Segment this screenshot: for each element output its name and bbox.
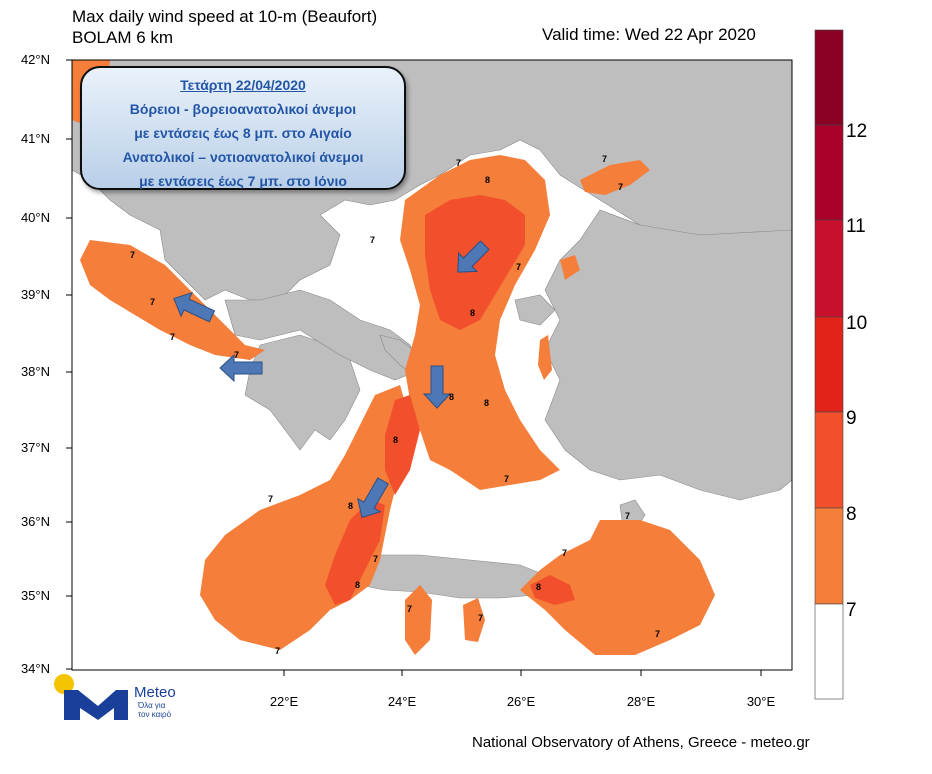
bf7-crete-south-2: [463, 598, 485, 642]
colorbar-label: 7: [846, 600, 857, 621]
wind-arrow-ionian-south: [219, 353, 263, 383]
lon-label: 30°E: [746, 694, 776, 709]
info-box-line-3: Ανατολικοί – νοτιοανατολικοί άνεμοι: [122, 149, 364, 165]
lat-label: 42°N: [20, 52, 50, 67]
contour-label-7: 7: [373, 554, 378, 564]
map-frame: [71, 59, 793, 671]
colorbar-segment-below: [814, 603, 844, 700]
info-box-date: Τετάρτη 22/04/2020: [180, 77, 306, 93]
contour-label-8: 8: [449, 392, 454, 402]
meteo-logo: [54, 674, 128, 720]
colorbar-segment-12: [814, 29, 844, 126]
contour-label-8: 8: [348, 501, 353, 511]
logo-tagline: Όλα για τον καιρό: [138, 701, 171, 719]
contour-label-7: 7: [234, 350, 239, 360]
contour-label-7: 7: [170, 332, 175, 342]
land-lesvos: [514, 294, 556, 326]
bf8-central-aegean: [385, 395, 420, 495]
lat-label: 41°N: [20, 131, 50, 146]
lat-label: 37°N: [20, 440, 50, 455]
lon-label: 28°E: [626, 694, 656, 709]
lat-label: 34°N: [20, 661, 50, 676]
forecast-info-box: Τετάρτη 22/04/2020 Βόρειοι - βορειοανατο…: [80, 66, 406, 190]
contour-label-8: 8: [355, 580, 360, 590]
logo-tagline-2: τον καιρό: [138, 710, 172, 719]
contour-label-7: 7: [275, 646, 280, 656]
colorbar-label: 10: [846, 313, 868, 334]
contour-label-7: 7: [618, 182, 623, 192]
wind-arrows: [173, 240, 490, 518]
bf7-ionian: [80, 240, 265, 360]
bf8-areas: [325, 195, 575, 605]
contour-label-8: 8: [393, 435, 398, 445]
contour-label-7: 7: [504, 474, 509, 484]
contour-label-7: 7: [130, 250, 135, 260]
colorbar-label: 8: [846, 504, 857, 525]
lon-label: 24°E: [387, 694, 417, 709]
contour-label-7: 7: [370, 235, 375, 245]
contour-label-7: 7: [456, 158, 461, 168]
contour-label-8: 8: [470, 308, 475, 318]
contour-label-8: 8: [484, 398, 489, 408]
bf7-southeast: [520, 520, 715, 655]
contour-label-7: 7: [478, 613, 483, 623]
bf7-east-strip-1: [538, 335, 552, 380]
colorbar-segment-7: [814, 507, 844, 605]
colorbar-segment-11: [814, 124, 844, 221]
wind-arrow-south-aegean: [356, 477, 389, 518]
contour-label-7: 7: [562, 548, 567, 558]
bf8-east-crete: [530, 575, 575, 605]
bf8-south-aegean: [325, 500, 385, 605]
bf7-east-strip-2: [560, 255, 580, 280]
title-line-2: BOLAM 6 km: [72, 28, 174, 47]
colorbar-segment-8: [814, 411, 844, 509]
colorbar: [814, 29, 844, 700]
colorbar-label: 9: [846, 408, 857, 429]
colorbar-segment-10: [814, 219, 844, 318]
lon-label: 26°E: [506, 694, 536, 709]
valid-time: Valid time: Wed 22 Apr 2020: [542, 25, 756, 44]
contour-label-7: 7: [602, 154, 607, 164]
lat-label: 40°N: [20, 210, 50, 225]
map-title: Max daily wind speed at 10-m (Beaufort) …: [72, 6, 377, 48]
footer-credit: National Observatory of Athens, Greece -…: [472, 734, 810, 751]
lat-label: 39°N: [20, 287, 50, 302]
bf7-crete-south-1: [405, 585, 432, 655]
contour-label-7: 7: [407, 604, 412, 614]
m-letter-icon: [64, 690, 128, 720]
contour-label-8: 8: [485, 175, 490, 185]
sun-icon: [54, 674, 74, 694]
title-line-1: Max daily wind speed at 10-m (Beaufort): [72, 7, 378, 26]
contour-labels: 7 8 7 7 7 7 7 8 8 8 8 7 7 7 7 8 7 8 7 7 …: [130, 154, 660, 656]
logo-tagline-1: Όλα για: [138, 701, 166, 710]
lat-label: 36°N: [20, 514, 50, 529]
axis-ticks: [66, 59, 762, 676]
lat-label: 38°N: [20, 364, 50, 379]
wind-arrow-central-aegean: [422, 365, 452, 409]
contour-label-7: 7: [516, 262, 521, 272]
colorbar-segment-9: [814, 316, 844, 413]
land-anatolia: [544, 209, 792, 501]
colorbar-label: 11: [846, 216, 866, 237]
bf7-marmara: [580, 160, 650, 195]
logo-name: Meteo: [134, 684, 176, 701]
contour-label-7: 7: [268, 494, 273, 504]
contour-label-7: 7: [150, 297, 155, 307]
contour-label-7: 7: [625, 511, 630, 521]
wind-arrow-ionian-north: [173, 291, 216, 323]
info-box-line-1: Βόρειοι - βορειοανατολικοί άνεμοι: [129, 101, 357, 117]
info-box-line-2: με εντάσεις έως 8 μπ. στο Αιγαίο: [134, 125, 352, 141]
wind-arrow-north-aegean: [457, 240, 490, 273]
lat-label: 35°N: [20, 588, 50, 603]
colorbar-label: 12: [846, 121, 868, 142]
lon-label: 22°E: [269, 694, 299, 709]
info-box-line-4: με εντάσεις έως 7 μπ. στο Ιόνιο: [139, 173, 347, 189]
contour-label-7: 7: [655, 629, 660, 639]
contour-label-8: 8: [536, 582, 541, 592]
